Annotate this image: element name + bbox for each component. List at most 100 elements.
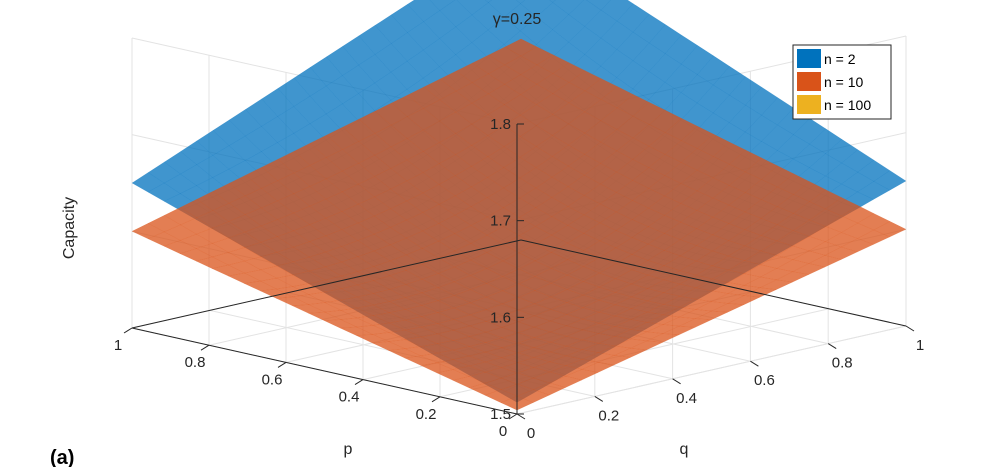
surface-1-cell — [437, 307, 471, 320]
surface-0-cell — [568, 26, 602, 55]
surface-1-cell — [439, 111, 473, 134]
surface-1-cell — [534, 268, 568, 284]
surface-1-cell — [341, 256, 375, 272]
surface-1-cell — [518, 290, 552, 305]
surface-1-cell — [179, 248, 213, 262]
y-tick-label-3: 0.6 — [754, 372, 775, 389]
surface-1-cell — [487, 84, 521, 105]
y-tick-label-0: 0 — [527, 425, 535, 442]
surface-1-cell — [550, 289, 584, 303]
surface-1-cell — [502, 217, 536, 236]
surface-1-cell — [629, 340, 664, 351]
x-axis-label: p — [344, 441, 353, 458]
z-tick-label-3: 1.8 — [490, 116, 511, 133]
z-tick-label-2: 1.7 — [490, 213, 511, 230]
legend-label-n10: n = 10 — [824, 74, 864, 90]
surface-1-cell — [259, 288, 294, 299]
surface-1-cell — [309, 198, 343, 219]
z-axis-label: Capacity — [61, 197, 78, 259]
surface-1-cell — [452, 376, 486, 389]
surface-1-cell — [275, 296, 310, 307]
surface-1-cell — [260, 219, 294, 237]
surface-1-cell — [486, 207, 520, 227]
surface-1-cell — [503, 136, 537, 158]
surface-1-cell — [614, 283, 649, 298]
surface-1-cell — [696, 216, 730, 236]
surface-1-cell — [567, 233, 601, 251]
surface-0-cell — [503, 3, 537, 32]
y-tick-mark-2 — [672, 378, 681, 385]
surface-1-cell — [503, 197, 537, 218]
legend-swatch-n100 — [797, 95, 821, 114]
y-tick-mark-4 — [827, 343, 837, 350]
surface-1-cell — [550, 259, 584, 276]
x-tick-mark-2 — [354, 379, 364, 386]
surface-1-cell — [341, 183, 375, 205]
x-tick-label-5: 1 — [114, 337, 122, 354]
surface-1-cell — [356, 293, 391, 306]
y-tick-label-1: 0.2 — [598, 407, 619, 424]
legend-swatch-n10 — [797, 72, 821, 91]
surface-1-cell — [374, 168, 408, 190]
surface-1-cell — [759, 268, 794, 281]
surface-1-cell — [534, 296, 568, 310]
surface-1-cell — [632, 167, 666, 189]
surface-1-cell — [293, 142, 327, 166]
surface-1-cell — [484, 389, 518, 403]
surface-1 — [131, 38, 907, 411]
z-tick-label-1: 1.6 — [490, 309, 511, 326]
legend-label-n100: n = 100 — [824, 97, 871, 113]
surface-1-cell — [566, 281, 600, 296]
surface-1-cell — [420, 343, 455, 354]
surface-1-cell — [646, 304, 681, 316]
x-tick-label-1: 0.2 — [416, 406, 437, 423]
surface-1-cell — [631, 260, 665, 276]
surface-1-cell — [549, 314, 584, 327]
surface-1-cell — [486, 260, 520, 277]
x-tick-mark-3 — [277, 361, 287, 368]
surface-1-cell — [179, 233, 213, 249]
surface-1-cell — [840, 238, 875, 253]
y-tick-label-2: 0.4 — [676, 390, 697, 407]
surface-0-cell — [407, 0, 441, 22]
surface-1-cell — [261, 180, 295, 202]
surface-1-cell — [502, 235, 536, 254]
x-tick-mark-1 — [431, 396, 441, 403]
surface-1-cell — [244, 188, 278, 209]
surface-1-cell — [325, 191, 359, 212]
surface-1-cell — [436, 369, 470, 381]
surface-1-cell — [422, 223, 456, 242]
y-tick-mark-5 — [905, 325, 915, 332]
surface-1-cell — [663, 283, 697, 297]
surface-1-cell — [341, 222, 375, 241]
surface-1-cell — [728, 245, 762, 261]
surface-0-cell — [196, 130, 230, 156]
surface-1-cell — [195, 243, 230, 258]
z-tick-label-0: 1.5 — [490, 406, 511, 423]
surface-1-cell — [324, 288, 358, 301]
y-tick-label-4: 0.8 — [832, 355, 853, 372]
surface-1-cell — [517, 326, 552, 338]
surface-1-cell — [357, 215, 391, 235]
x-tick-label-3: 0.6 — [262, 371, 283, 388]
surface-1-cell — [504, 38, 538, 57]
surface-0-cell — [549, 0, 556, 3]
surface-1-cell — [567, 250, 601, 267]
legend-label-n2: n = 2 — [824, 51, 856, 67]
surface-1-cell — [180, 199, 214, 218]
surfaces — [131, 0, 907, 411]
surface-1-cell — [228, 195, 262, 215]
surface-1-cell — [453, 325, 487, 337]
surface-1-cell — [599, 263, 633, 279]
surface-1-cell — [340, 326, 374, 336]
surface-1-cell — [775, 271, 810, 283]
surface-1-cell — [695, 265, 729, 280]
surface-1-cell — [548, 375, 583, 388]
surface-1-cell — [631, 226, 665, 245]
surface-1-cell — [549, 345, 583, 357]
surface-1-cell — [504, 74, 538, 95]
surface-1-cell — [293, 165, 327, 187]
surface-1-cell — [309, 235, 343, 253]
surface-0-cell — [423, 10, 457, 39]
